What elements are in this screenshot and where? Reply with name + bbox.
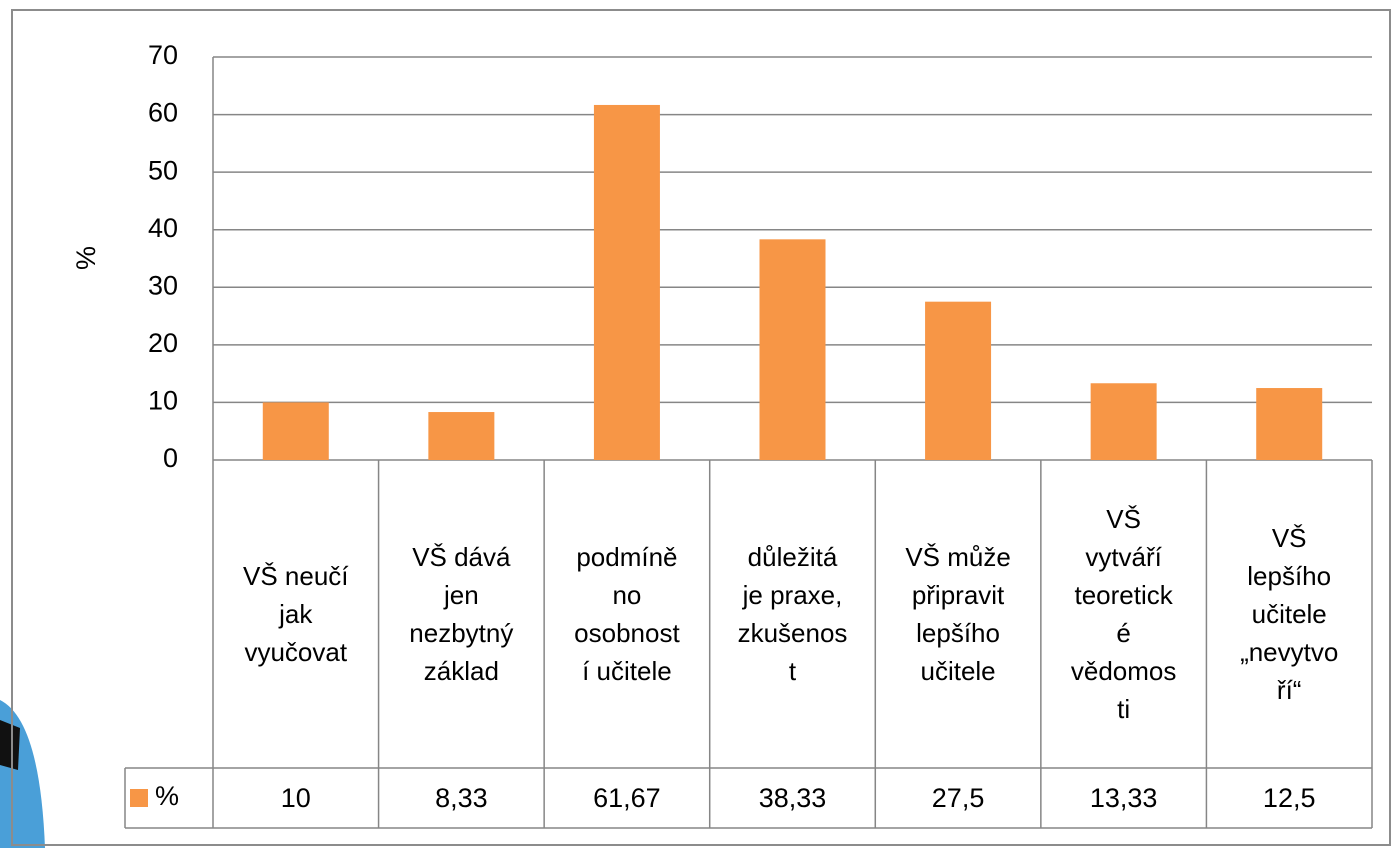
category-label: VŠ může připravit lepšího učitele (905, 542, 1011, 686)
bar (1090, 383, 1157, 460)
data-table-value: 38,33 (759, 783, 827, 813)
data-table-value: 61,67 (593, 783, 661, 813)
y-tick-label: 10 (148, 386, 178, 416)
data-table-value: 10 (281, 783, 311, 813)
y-tick-label: 70 (148, 40, 178, 70)
chart-border (11, 9, 1391, 846)
bar (925, 301, 992, 460)
slide-decoration (0, 720, 20, 770)
legend-label: % (155, 781, 179, 811)
y-tick-label: 30 (148, 270, 178, 300)
legend-key (130, 789, 148, 807)
y-axis-title: % (71, 246, 101, 270)
category-label: VŠ neučí jak vyučovat (243, 561, 349, 667)
slide-decoration (0, 700, 45, 848)
bar (759, 239, 826, 460)
data-table-value: 13,33 (1090, 783, 1158, 813)
y-tick-label: 20 (148, 328, 178, 358)
data-table-value: 27,5 (932, 783, 985, 813)
bar (1256, 388, 1323, 460)
y-tick-label: 40 (148, 213, 178, 243)
category-label: důležitá je praxe, zkušenos t (737, 542, 848, 686)
bar (262, 402, 329, 460)
y-tick-label: 0 (163, 443, 178, 473)
category-label: podmíně no osobnost í učitele (574, 542, 680, 686)
bar (428, 412, 495, 460)
y-tick-label: 60 (148, 98, 178, 128)
category-label: VŠ dává jen nezbytný základ (409, 542, 514, 686)
y-tick-label: 50 (148, 155, 178, 185)
data-table-value: 12,5 (1263, 783, 1316, 813)
data-table-value: 8,33 (435, 783, 488, 813)
category-label: VŠ vytváří teoretick é vědomos ti (1070, 504, 1177, 724)
category-label: VŠ lepšího učitele „nevytvo ří“ (1240, 523, 1339, 705)
bar (593, 104, 660, 460)
